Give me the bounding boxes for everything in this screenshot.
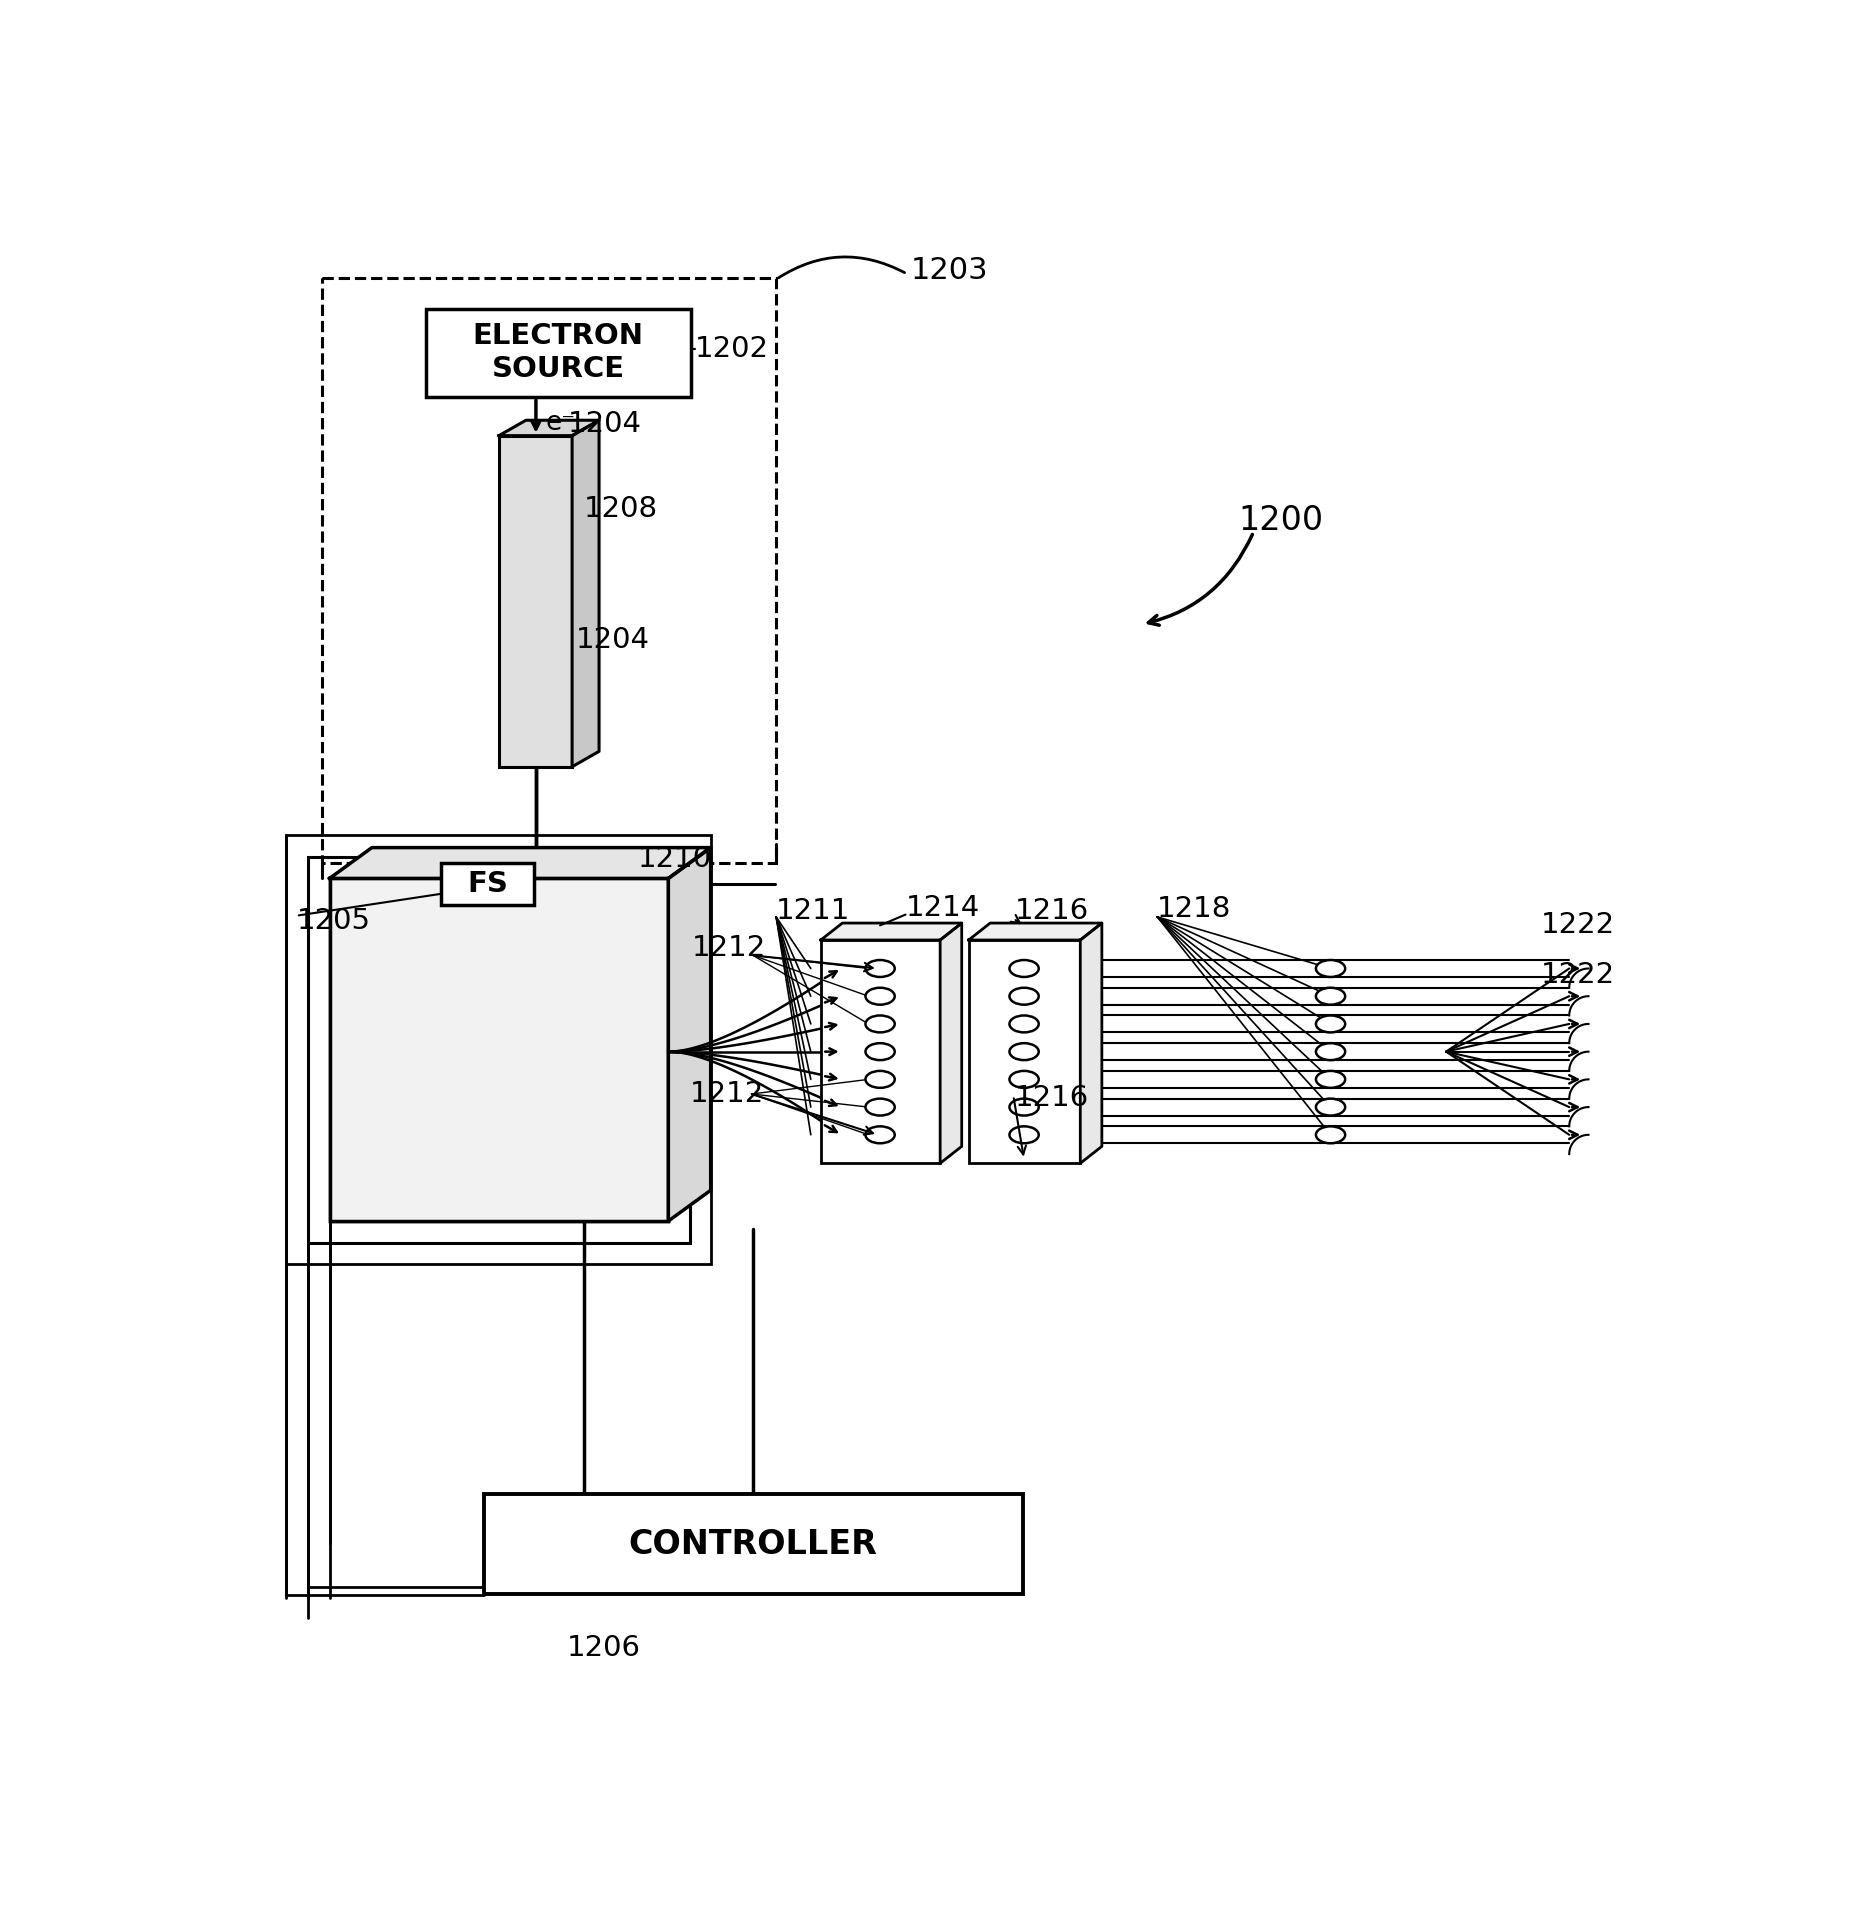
Bar xyxy=(286,836,712,1264)
Ellipse shape xyxy=(1315,1127,1345,1143)
Text: e⁻: e⁻ xyxy=(545,409,575,436)
Ellipse shape xyxy=(1315,1098,1345,1116)
Ellipse shape xyxy=(1010,1015,1038,1033)
Ellipse shape xyxy=(1315,1044,1345,1060)
Ellipse shape xyxy=(1010,959,1038,977)
Ellipse shape xyxy=(865,1071,895,1089)
Ellipse shape xyxy=(865,1127,895,1143)
Ellipse shape xyxy=(1315,1015,1345,1033)
Text: 1205: 1205 xyxy=(298,907,372,934)
Polygon shape xyxy=(1081,923,1101,1164)
Text: 1211: 1211 xyxy=(776,897,850,924)
Text: 1203: 1203 xyxy=(911,255,988,284)
Text: 1216: 1216 xyxy=(1016,1085,1090,1112)
Polygon shape xyxy=(573,421,599,766)
Text: 1212: 1212 xyxy=(690,1081,764,1108)
Text: 1218: 1218 xyxy=(1157,896,1231,923)
Bar xyxy=(329,878,668,1222)
Polygon shape xyxy=(329,847,711,878)
Ellipse shape xyxy=(1010,1127,1038,1143)
Ellipse shape xyxy=(865,1044,895,1060)
Polygon shape xyxy=(498,421,599,436)
Ellipse shape xyxy=(1010,1071,1038,1089)
Ellipse shape xyxy=(865,988,895,1006)
Ellipse shape xyxy=(1010,988,1038,1006)
Bar xyxy=(322,278,776,863)
Bar xyxy=(309,857,690,1243)
Text: 1222: 1222 xyxy=(1540,961,1614,988)
Text: 1222: 1222 xyxy=(1540,911,1614,938)
Text: 1202: 1202 xyxy=(696,334,770,363)
Text: 1208: 1208 xyxy=(584,494,658,523)
Bar xyxy=(498,436,573,766)
Text: 1204: 1204 xyxy=(569,409,642,438)
Ellipse shape xyxy=(1315,959,1345,977)
Text: FS: FS xyxy=(467,870,508,897)
Ellipse shape xyxy=(865,959,895,977)
Text: 1210: 1210 xyxy=(638,845,712,872)
Text: 1204: 1204 xyxy=(577,625,649,654)
Text: 1212: 1212 xyxy=(692,934,766,961)
Polygon shape xyxy=(969,923,1101,940)
Text: 1216: 1216 xyxy=(1016,897,1090,924)
Polygon shape xyxy=(820,923,962,940)
Bar xyxy=(820,940,939,1164)
Polygon shape xyxy=(668,847,711,1222)
Bar xyxy=(484,1494,1023,1594)
Bar xyxy=(329,878,668,1222)
Text: 1200: 1200 xyxy=(1239,504,1322,537)
Bar xyxy=(969,940,1081,1164)
Ellipse shape xyxy=(1315,988,1345,1006)
Text: ELECTRON
SOURCE: ELECTRON SOURCE xyxy=(472,322,644,382)
Polygon shape xyxy=(939,923,962,1164)
Text: CONTROLLER: CONTROLLER xyxy=(629,1529,878,1561)
Bar xyxy=(441,863,534,905)
Ellipse shape xyxy=(1010,1044,1038,1060)
Ellipse shape xyxy=(865,1015,895,1033)
Text: 1206: 1206 xyxy=(567,1635,640,1662)
Bar xyxy=(426,309,692,398)
Ellipse shape xyxy=(1010,1098,1038,1116)
Ellipse shape xyxy=(1315,1071,1345,1089)
Ellipse shape xyxy=(865,1098,895,1116)
Text: 1214: 1214 xyxy=(906,894,980,923)
